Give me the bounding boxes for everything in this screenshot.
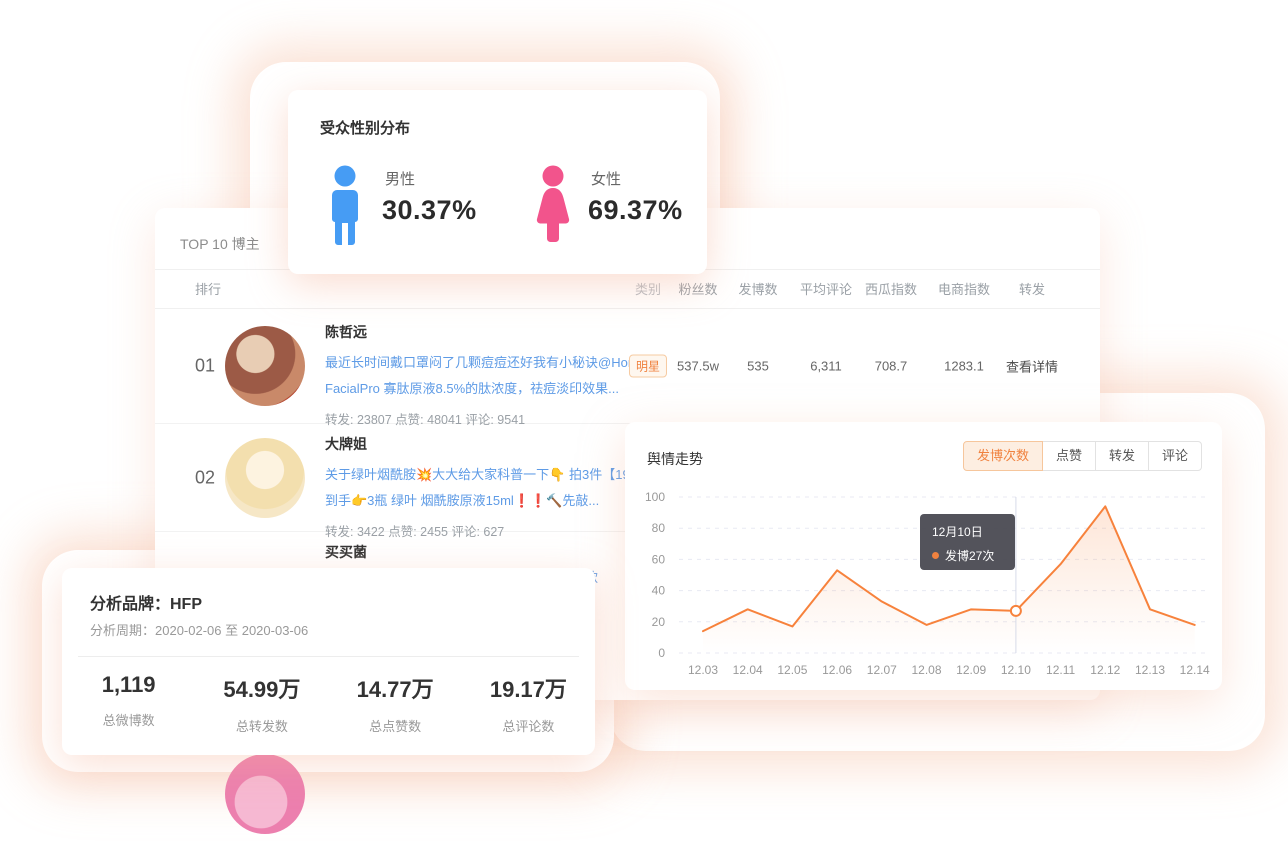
total-posts-stat: 1,119 总微博数 <box>62 672 195 735</box>
svg-text:12.13: 12.13 <box>1135 663 1165 677</box>
table-row[interactable]: 02 大牌姐 关于绿叶烟酰胺💥大大给大家科普一下👇 拍3件【19.9】 到手👉3… <box>155 424 1100 539</box>
category-badge: 明星 <box>628 354 668 377</box>
tooltip-value: 发博27次 <box>945 549 995 563</box>
post-stats: 转发: 23807 点赞: 48041 评论: 9541 <box>325 413 526 427</box>
svg-text:12.10: 12.10 <box>1001 663 1031 677</box>
rank-number: 02 <box>195 467 216 487</box>
male-icon <box>332 165 358 245</box>
analysis-period: 分析周期：2020-02-06 至 2020-03-06 <box>90 623 309 638</box>
trend-title: 舆情走势 <box>647 451 703 467</box>
stat-value: 14.77万 <box>356 677 434 702</box>
avatar <box>225 325 305 406</box>
post-text-link[interactable]: 关于绿叶烟酰胺💥大大给大家科普一下👇 拍3件【19.9】 <box>325 467 654 482</box>
divider <box>78 656 579 657</box>
svg-text:12.14: 12.14 <box>1180 663 1210 677</box>
table-row[interactable]: 01 陈哲远 最近长时间戴口罩闷了几颗痘痘还好我有小秘诀@Home Facial… <box>155 308 1100 427</box>
svg-text:60: 60 <box>652 552 666 566</box>
avatar <box>225 754 305 834</box>
posts-count: 535 <box>747 358 769 373</box>
ecommerce-index: 1283.1 <box>944 358 984 373</box>
total-comments-stat: 19.17万 总评论数 <box>462 672 595 735</box>
post-text-link[interactable]: 到手👉3瓶 绿叶 烟酰胺原液15ml❗❗🔨先敲... <box>325 493 600 508</box>
total-likes-stat: 14.77万 总点赞数 <box>329 672 462 735</box>
column-header-forward: 转发 <box>1018 282 1046 297</box>
table-row[interactable]: 买买菌 <box>155 532 1100 834</box>
svg-text:12.05: 12.05 <box>777 663 807 677</box>
gender-distribution-card: 受众性别分布 男性 30.37% 女性 69.37% <box>288 90 707 274</box>
avg-comments: 6,311 <box>810 358 842 373</box>
svg-text:12.03: 12.03 <box>688 663 718 677</box>
svg-text:0: 0 <box>658 646 665 660</box>
svg-text:12.06: 12.06 <box>822 663 852 677</box>
svg-text:40: 40 <box>652 584 666 598</box>
chart-series <box>702 497 1196 653</box>
male-label: 男性 <box>385 171 416 188</box>
post-text-link[interactable]: 最近长时间戴口罩闷了几颗痘痘还好我有小秘诀@Home <box>325 355 646 370</box>
stat-value: 19.17万 <box>489 677 567 702</box>
svg-text:20: 20 <box>652 615 666 629</box>
view-detail-link[interactable]: 查看详情 <box>1005 359 1059 374</box>
fans-count: 537.5w <box>677 358 719 373</box>
svg-text:80: 80 <box>652 521 666 535</box>
column-header-posts: 发博数 <box>738 282 778 297</box>
sentiment-trend-card: 舆情走势 发博次数 点赞 转发 评论 0 20 40 60 80 100 12.03 12.0… <box>625 422 1222 690</box>
column-header-ecommerce-index: 电商指数 <box>937 282 991 297</box>
blogger-name: 陈哲远 <box>325 324 367 340</box>
brand-summary-card: 分析品牌：HFP 分析周期：2020-02-06 至 2020-03-06 1,… <box>62 568 595 755</box>
divider <box>155 308 1100 309</box>
column-header-xigua-index: 西瓜指数 <box>864 282 918 297</box>
trend-tab-group: 发博次数 点赞 转发 评论 <box>962 441 1202 471</box>
stat-label: 总转发数 <box>235 719 288 734</box>
male-percentage: 30.37% <box>382 195 477 225</box>
column-header-rank: 排行 <box>195 282 222 297</box>
series-dot-icon <box>932 552 939 559</box>
stat-label: 总微博数 <box>102 713 155 728</box>
avatar <box>225 437 305 518</box>
post-text-link[interactable]: FacialPro 寡肽原液8.5%的肽浓度，祛痘淡印效果... <box>325 381 619 396</box>
blogger-name: 买买菌 <box>325 544 367 560</box>
stat-value: 1,119 <box>101 672 156 697</box>
rank-number: 01 <box>195 355 216 375</box>
brand-title: 分析品牌：HFP <box>90 596 203 613</box>
chart-axis-labels: 0 20 40 60 80 100 12.03 12.04 12.05 12.06 12.07 12.… <box>645 490 1210 677</box>
svg-text:12.09: 12.09 <box>956 663 986 677</box>
stat-value: 54.99万 <box>223 677 301 702</box>
column-header-fans: 粉丝数 <box>678 282 718 297</box>
xigua-index: 708.7 <box>874 358 908 373</box>
stat-label: 总点赞数 <box>369 719 422 734</box>
gender-card-title: 受众性别分布 <box>320 120 411 137</box>
top10-title: TOP 10 博主 <box>180 236 260 252</box>
post-stats: 转发: 3422 点赞: 2455 评论: 627 <box>325 525 505 539</box>
svg-text:12.11: 12.11 <box>1046 663 1075 677</box>
svg-text:12.04: 12.04 <box>733 663 763 677</box>
svg-text:12.07: 12.07 <box>867 663 897 677</box>
stat-label: 总评论数 <box>502 719 555 734</box>
female-percentage: 69.37% <box>588 195 683 225</box>
svg-text:100: 100 <box>645 490 665 504</box>
tab-likes[interactable]: 点赞 <box>1041 441 1096 471</box>
female-label: 女性 <box>591 171 622 188</box>
tab-comments[interactable]: 评论 <box>1147 441 1202 471</box>
svg-text:12.12: 12.12 <box>1090 663 1120 677</box>
trend-line-chart[interactable]: 0 20 40 60 80 100 12.03 12.04 12.05 12.06 12.07 12.… <box>625 422 1222 690</box>
total-forwards-stat: 54.99万 总转发数 <box>195 672 328 735</box>
column-header-category: 类别 <box>634 282 662 297</box>
tooltip-date: 12月10日 <box>932 525 983 539</box>
tab-post-count[interactable]: 发博次数 <box>962 441 1043 471</box>
female-icon <box>536 165 570 242</box>
svg-text:12.08: 12.08 <box>911 663 941 677</box>
chart-tooltip: 12月10日 发博27次 <box>920 514 1015 570</box>
blogger-name: 大牌姐 <box>325 436 367 452</box>
column-header-avg-comments: 平均评论 <box>799 282 853 297</box>
